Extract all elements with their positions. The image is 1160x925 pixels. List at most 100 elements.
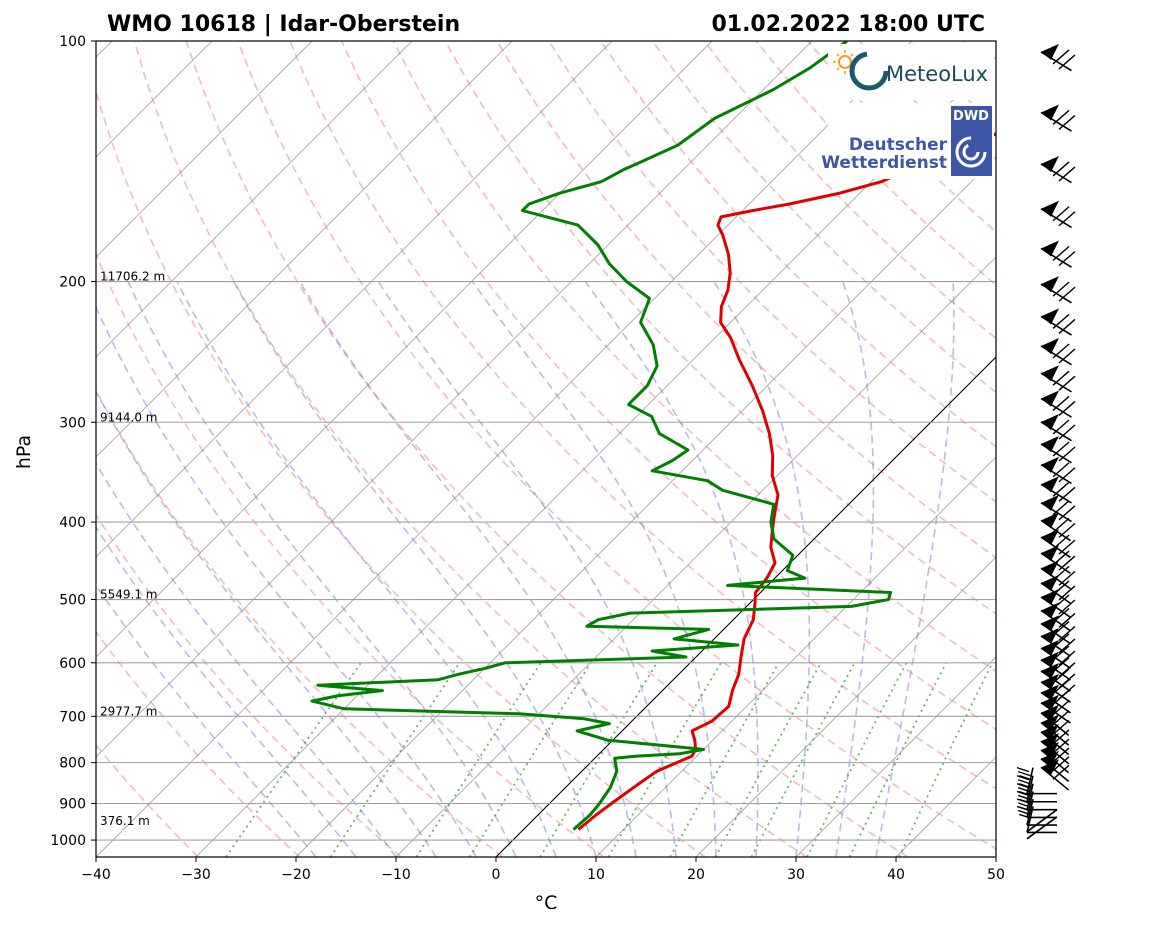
barb-flag (1052, 764, 1070, 780)
dwd-line1: Deutscher (849, 135, 948, 155)
barb-pennant (1041, 742, 1059, 759)
moist-adiabat (96, 525, 357, 857)
x-tick-label: 50 (987, 867, 1005, 883)
barb-flag (1052, 633, 1070, 649)
barb-pennant (1041, 545, 1059, 562)
barb-pennant (1041, 104, 1059, 121)
moist-adiabat (835, 281, 875, 857)
barb-flag (1052, 49, 1070, 65)
barb-pennant (1041, 308, 1059, 325)
wind-barb (1040, 662, 1076, 692)
barb-flag (1052, 700, 1070, 716)
barb-flag (1052, 645, 1070, 661)
barb-flag (1058, 522, 1076, 538)
barb-staff (1026, 791, 1034, 818)
barb-flag (1052, 500, 1070, 516)
barb-flag (1052, 607, 1070, 623)
height-label: 5549.1 m (100, 588, 158, 602)
barb-pennant (1041, 155, 1059, 172)
barb-flag (1058, 318, 1076, 334)
y-tick-label: 1000 (50, 833, 86, 849)
mixing-ratio-line (539, 662, 658, 857)
barb-pennant (1041, 240, 1059, 257)
wind-barb (1040, 104, 1076, 132)
moist-adiabat (875, 281, 955, 857)
mixing-ratio-line (898, 662, 994, 857)
moist-adiabat (96, 389, 437, 857)
height-label: 9144.0 m (100, 410, 158, 424)
dry-adiabat (1067, 41, 1160, 857)
barb-flag (1052, 441, 1070, 457)
height-label: 11706.2 m (100, 270, 165, 284)
barb-flag (1052, 580, 1070, 596)
y-tick-label: 700 (59, 709, 86, 725)
wind-barb (1040, 200, 1076, 229)
mixing-ratio-line (225, 662, 362, 857)
barb-pennant (1041, 694, 1059, 711)
isotherm (595, 456, 996, 857)
barb-flag (1052, 462, 1070, 478)
meteolux-text: MeteoLux (886, 62, 988, 86)
dry-adiabat (1119, 41, 1160, 857)
barb-flag (1052, 594, 1070, 610)
barb-flag (1058, 166, 1076, 182)
mixing-ratio-line (669, 662, 780, 857)
wind-barb (1040, 494, 1076, 523)
x-tick-label: −10 (381, 867, 411, 883)
x-tick-label: 30 (787, 867, 805, 883)
barb-staff (1026, 783, 1034, 810)
barb-flag (1058, 250, 1076, 267)
mixing-ratio-line (415, 662, 542, 857)
wind-barb (1040, 436, 1076, 464)
barb-staff (1026, 798, 1034, 826)
plot-frame (95, 40, 997, 858)
wind-barb (1040, 276, 1076, 304)
wind-barb (1040, 365, 1076, 393)
height-labels: 11706.2 m 9144.0 m 5549.1 m 2977.7 m 376.1 m (100, 270, 165, 828)
barb-flag (1017, 770, 1031, 777)
barb-flag (1052, 719, 1070, 735)
x-tick-label: −20 (281, 867, 311, 883)
wind-barb (1040, 413, 1076, 442)
barb-flag (1052, 395, 1070, 411)
barb-flag (1058, 650, 1076, 666)
barb-flag (1019, 774, 1032, 781)
dry-adiabat (96, 389, 503, 857)
barb-flag (1058, 286, 1076, 302)
barb-flag (1058, 400, 1076, 416)
barb-flag (1019, 791, 1032, 797)
y-tick-label: 400 (59, 515, 86, 531)
barb-flag (1052, 370, 1070, 386)
barb-flag (1058, 539, 1076, 555)
wind-barb (1040, 640, 1076, 669)
barb-pennant (1041, 640, 1059, 657)
wind-barb (1026, 816, 1058, 840)
y-axis-label: hPa (13, 435, 35, 469)
barb-pennant (1041, 651, 1059, 668)
isotherm (995, 856, 996, 857)
barb-flag (1058, 555, 1076, 571)
mixing-ratio-line (468, 662, 592, 857)
barb-pennant (1041, 337, 1059, 354)
dry-adiabat (340, 41, 996, 731)
meteolux-logo: MeteoLux (828, 44, 994, 100)
moist-adiabat (377, 281, 677, 857)
zero-isotherm (495, 356, 996, 857)
isotherm (695, 556, 996, 857)
barb-pennant (1041, 662, 1059, 679)
barb-flag (1052, 343, 1070, 359)
x-axis-ticks: −40 −30 −20 −10 0 10 20 30 40 50 (81, 857, 1005, 883)
mixing-ratio-line (806, 662, 908, 857)
dry-adiabat (289, 41, 996, 790)
barb-flag (1058, 424, 1076, 440)
y-tick-label: 800 (59, 756, 86, 772)
barb-pennant (1041, 512, 1059, 529)
wind-barb (1040, 759, 1070, 791)
dry-adiabat (548, 41, 996, 503)
dry-adiabat (96, 513, 402, 857)
barb-pennant (1041, 456, 1059, 473)
barb-flag (1052, 313, 1070, 329)
wind-barb (1040, 733, 1070, 765)
wind-barb (1040, 651, 1076, 681)
barb-pennant (1041, 673, 1059, 690)
